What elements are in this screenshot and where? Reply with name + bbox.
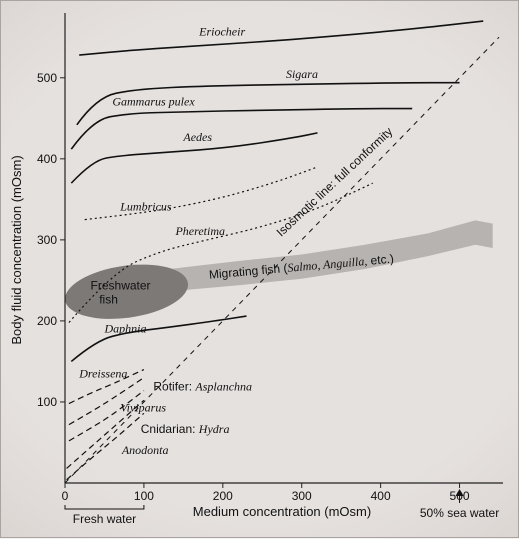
series-eriocheir [79, 21, 483, 55]
series-label: Pheretima [174, 224, 225, 238]
series-daphnia [71, 316, 246, 361]
series-gammarus-pulex [71, 109, 412, 150]
series-label: Anodonta [121, 443, 169, 457]
series-label: Eriocheir [198, 25, 245, 39]
series-label: Lumbricus [119, 200, 172, 214]
x-tick-label: 400 [371, 489, 391, 503]
fresh-water-label: Fresh water [73, 512, 136, 526]
series-label: Daphnia [103, 321, 146, 335]
y-tick-label: 100 [37, 395, 57, 409]
series-label: Sigara [286, 67, 318, 81]
sea-water-label: 50% sea water [420, 506, 499, 520]
series-label: Cnidarian: Hydra [141, 422, 230, 436]
x-tick-label: 200 [213, 489, 233, 503]
isosmotic-label: Isosmotic line: full conformity [274, 124, 396, 239]
x-axis-title: Medium concentration (mOsm) [193, 504, 371, 519]
series-label: Rotifer: Asplanchna [153, 380, 252, 394]
y-tick-label: 300 [37, 233, 57, 247]
series-label: Viviparus [120, 401, 166, 415]
y-axis-title: Body fluid concentration (mOsm) [9, 155, 24, 344]
chart-container: 0100200300400500100200300400500Medium co… [0, 0, 519, 538]
x-tick-label: 0 [62, 489, 69, 503]
osmoregulation-chart: 0100200300400500100200300400500Medium co… [1, 1, 519, 539]
fresh-water-bracket [65, 505, 144, 509]
freshwater-fish-label-2: fish [99, 293, 118, 307]
freshwater-fish-label: Freshwater [91, 279, 151, 293]
series-label: Dreissena [78, 367, 127, 381]
x-tick-label: 300 [292, 489, 312, 503]
y-tick-label: 500 [37, 71, 57, 85]
x-tick-label: 100 [134, 489, 154, 503]
y-tick-label: 400 [37, 152, 57, 166]
series-label: Gammarus pulex [112, 94, 195, 108]
series-label: Aedes [182, 130, 212, 144]
y-tick-label: 200 [37, 314, 57, 328]
